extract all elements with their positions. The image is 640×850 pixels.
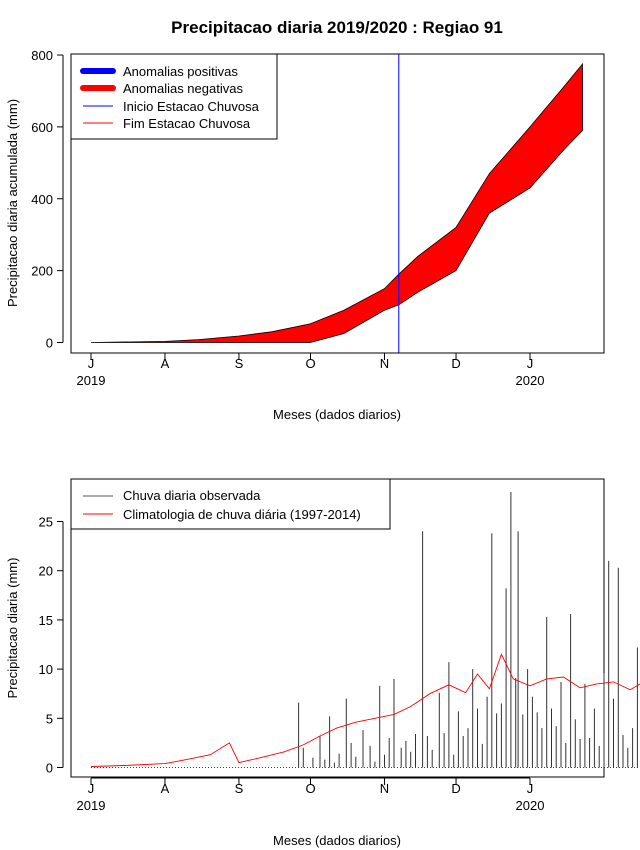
daily-legend: Chuva diaria observada Climatologia de c… — [70, 478, 391, 530]
daily-chart: 0 5 10 15 20 25 J A S O N D J 2019 2020 Precipitacao … — [5, 478, 640, 848]
legend-positive-anomaly-label: Anomalias positivas — [123, 64, 238, 79]
daily-x-axis-label: Meses (dados diarios) — [273, 833, 401, 848]
daily-y-tick-label: 10 — [39, 662, 53, 677]
daily-y-tick-label: 25 — [39, 515, 53, 530]
accumulated-x-month-label: S — [235, 356, 244, 371]
daily-y-tick-label: 0 — [46, 761, 53, 776]
accumulated-y-tick-label: 600 — [31, 120, 53, 135]
accumulated-x-month-label: A — [161, 356, 170, 371]
accumulated-y-axis: 0 200 400 600 800 — [31, 48, 64, 351]
accumulated-x-month-label: N — [380, 356, 389, 371]
accumulated-x-year-label: 2019 — [77, 373, 106, 388]
daily-x-month-label: N — [380, 781, 389, 796]
daily-x-month-label: D — [451, 781, 460, 796]
accumulated-y-axis-label: Precipitacao diaria acumulada (mm) — [5, 99, 20, 307]
daily-y-tick-label: 5 — [46, 711, 53, 726]
legend-negative-anomaly-label: Anomalias negativas — [123, 81, 243, 96]
daily-legend-box — [70, 478, 391, 530]
daily-x-year-label: 2020 — [516, 798, 545, 813]
climatology-line — [90, 653, 640, 767]
daily-y-axis-label: Precipitacao diaria (mm) — [5, 558, 20, 699]
daily-x-month-label: S — [235, 781, 244, 796]
accumulated-y-tick-label: 800 — [31, 48, 53, 63]
daily-x-month-label: J — [527, 781, 534, 796]
daily-y-axis: 0 5 10 15 20 25 — [39, 515, 64, 776]
daily-x-month-label: J — [88, 781, 95, 796]
accumulated-x-year-label: 2020 — [516, 373, 545, 388]
accumulated-x-axis-label: Meses (dados diarios) — [273, 407, 401, 422]
accumulated-x-month-label: D — [451, 356, 460, 371]
accumulated-legend: Anomalias positivas Anomalias negativas … — [70, 53, 278, 140]
daily-x-year-label: 2019 — [77, 798, 106, 813]
daily-x-month-label: A — [161, 781, 170, 796]
accumulated-y-tick-label: 400 — [31, 192, 53, 207]
accumulated-x-month-label: J — [88, 356, 95, 371]
accumulated-x-month-label: O — [305, 356, 315, 371]
legend-season-end-label: Fim Estacao Chuvosa — [123, 116, 251, 131]
accumulated-x-month-label: J — [527, 356, 534, 371]
accumulated-x-axis: J A S O N D J 2019 2020 — [77, 352, 545, 388]
daily-x-month-label: O — [305, 781, 315, 796]
legend-season-start-label: Inicio Estacao Chuvosa — [123, 99, 260, 114]
daily-x-axis: J A S O N D J 2019 2020 — [77, 777, 545, 813]
negative-anomaly-area — [90, 62, 583, 343]
daily-y-tick-label: 20 — [39, 564, 53, 579]
legend-observed-label: Chuva diaria observada — [123, 488, 261, 503]
daily-y-tick-label: 15 — [39, 613, 53, 628]
accumulated-y-tick-label: 200 — [31, 264, 53, 279]
accumulated-chart: 0 200 400 600 800 J A S O N D J 2019 2020 Precipitac… — [5, 48, 605, 422]
accumulated-y-tick-label: 0 — [46, 336, 53, 351]
observed-daily-bars — [298, 492, 638, 768]
legend-climatology-label: Climatologia de chuva diária (1997-2014) — [123, 507, 361, 522]
figure-title: Precipitacao diaria 2019/2020 : Regiao 9… — [171, 18, 503, 37]
